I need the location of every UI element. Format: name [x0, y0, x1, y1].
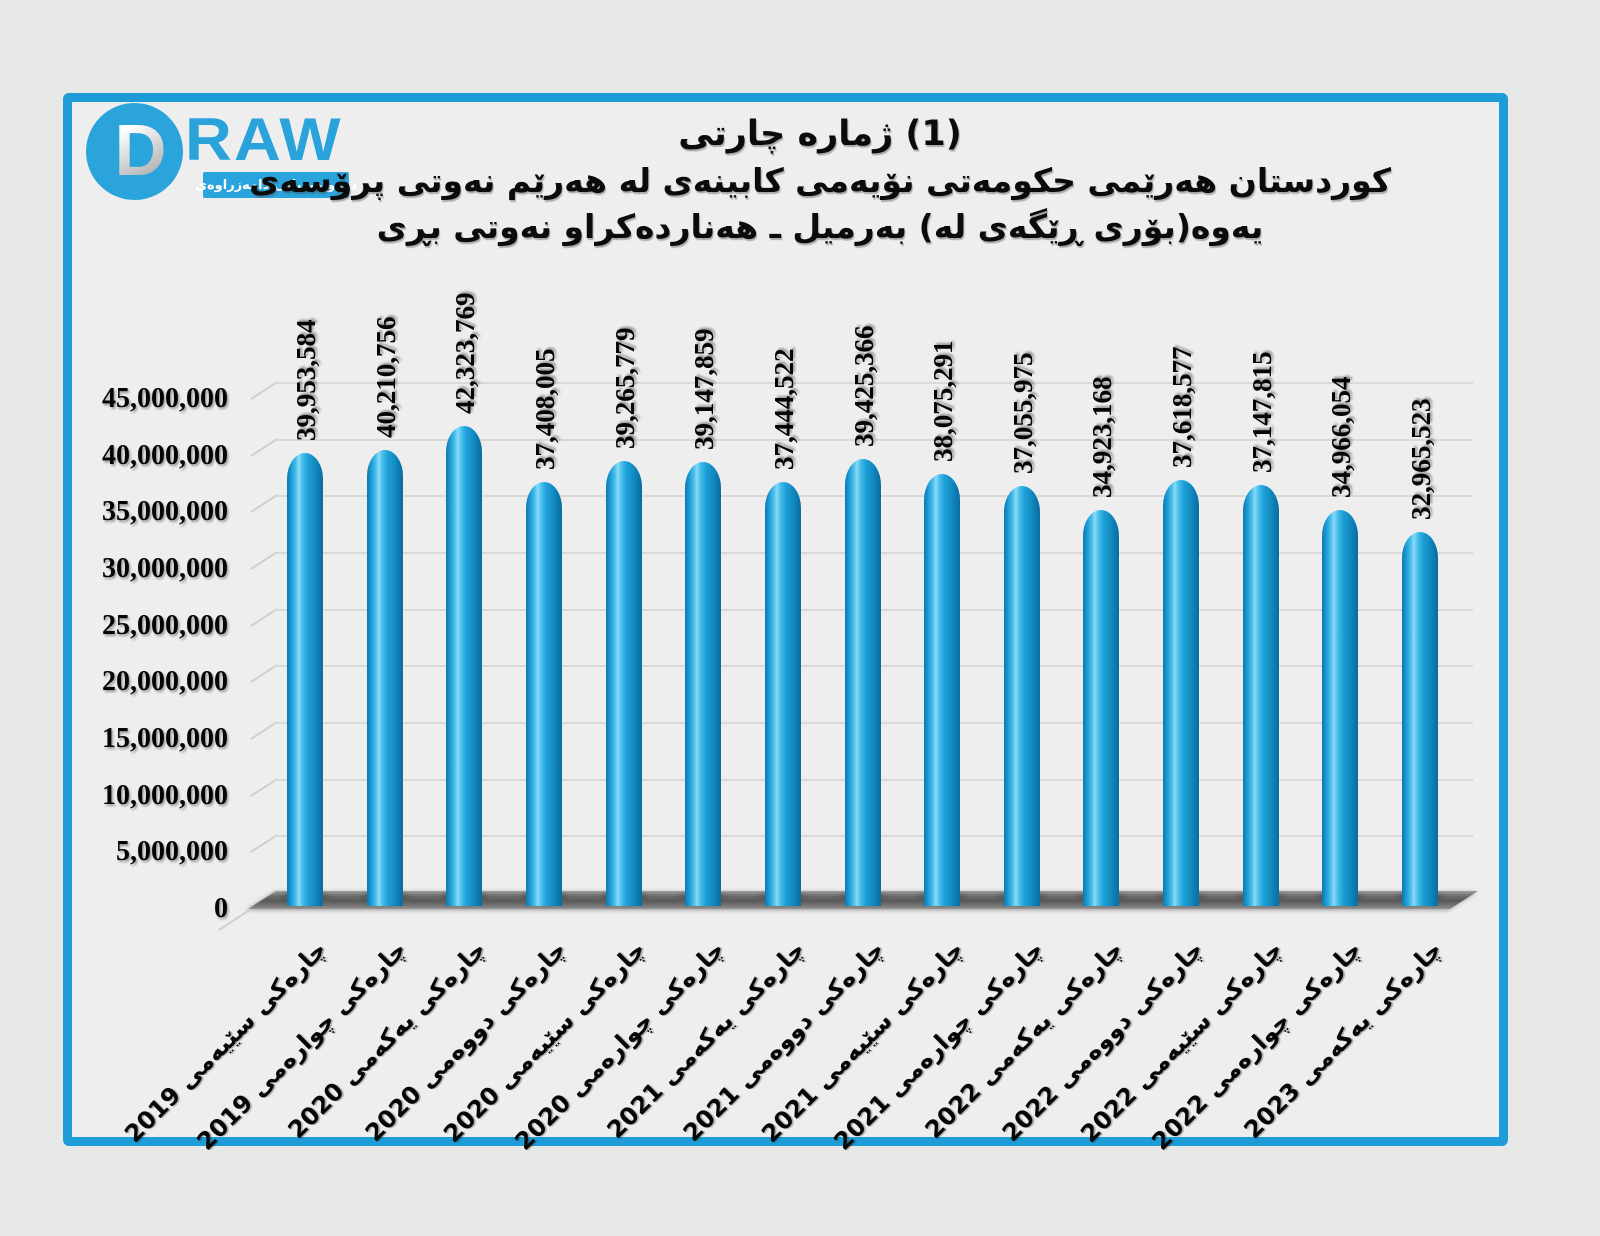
- bar-value-label: 37,444,522: [769, 348, 799, 471]
- y-axis-tick-label: 45,000,000: [102, 383, 228, 414]
- y-axis-tick-label: 40,000,000: [102, 440, 228, 471]
- y-axis-tick-label: 25,000,000: [102, 610, 228, 641]
- bar-value-label: 37,147,815: [1247, 351, 1277, 474]
- bar: [1402, 532, 1438, 906]
- y-axis-tick-label: 10,000,000: [102, 780, 228, 811]
- bar-value-label: 39,425,366: [849, 325, 879, 448]
- gridline: [277, 382, 1473, 384]
- y-axis-tick-label: 20,000,000: [102, 666, 228, 697]
- logo-d-circle-icon: D: [86, 103, 183, 200]
- bar: [526, 482, 562, 906]
- bar: [367, 450, 403, 906]
- y-axis-tick-label: 5,000,000: [116, 836, 228, 867]
- bar-value-label: 32,965,523: [1406, 398, 1436, 521]
- y-axis-tick-label: 0: [214, 893, 228, 924]
- bar: [924, 474, 960, 906]
- chart-title: چارتی‎ ژماره‎ (1) پرۆسەی‎ نەوتی‎ هەرێم‎ …: [160, 110, 1480, 250]
- bar-value-label: 38,075,291: [928, 340, 958, 463]
- draw-media-logo: D RAW دامەزراوەی‎ میدیایی‎ درەو: [86, 101, 357, 201]
- bar: [765, 482, 801, 906]
- bar: [845, 459, 881, 906]
- chart-title-line-3: بڕی‎ نەوتی‎ هەناردەکراو‎ ـ‎ بەرمیل‎ (لە‎…: [376, 207, 1264, 246]
- logo-d-letter: D: [115, 103, 167, 200]
- bar-value-label: 37,408,005: [530, 348, 560, 471]
- bar: [446, 426, 482, 906]
- y-axis-tick-label: 15,000,000: [102, 723, 228, 754]
- bar: [1243, 485, 1279, 906]
- bar: [606, 461, 642, 906]
- bar-value-label: 37,055,975: [1008, 352, 1038, 475]
- bar-value-label: 42,323,769: [450, 292, 480, 415]
- gridline: [277, 439, 1473, 441]
- bar: [287, 453, 323, 906]
- bar: [1322, 510, 1358, 906]
- bar-value-label: 39,147,859: [689, 328, 719, 451]
- logo-raw-text: RAW: [185, 106, 343, 173]
- y-axis-tick-label: 30,000,000: [102, 553, 228, 584]
- bar-value-label: 34,923,168: [1087, 376, 1117, 499]
- bar: [1004, 486, 1040, 906]
- y-axis-tick-label: 35,000,000: [102, 496, 228, 527]
- bar-value-label: 39,953,584: [291, 319, 321, 442]
- bar-value-label: 40,210,756: [371, 316, 401, 439]
- bar: [1163, 480, 1199, 906]
- bar-value-label: 39,265,779: [610, 327, 640, 450]
- bar: [685, 462, 721, 906]
- chart-title-line-2: پرۆسەی‎ نەوتی‎ هەرێم‎ لە‎ کابینەی‎ نۆیەم…: [249, 161, 1391, 200]
- chart-title-line-1: چارتی‎ ژماره‎ (1): [678, 114, 962, 154]
- bar-value-label: 37,618,577: [1167, 346, 1197, 469]
- bar: [1083, 510, 1119, 906]
- bar-value-label: 34,966,054: [1326, 376, 1356, 499]
